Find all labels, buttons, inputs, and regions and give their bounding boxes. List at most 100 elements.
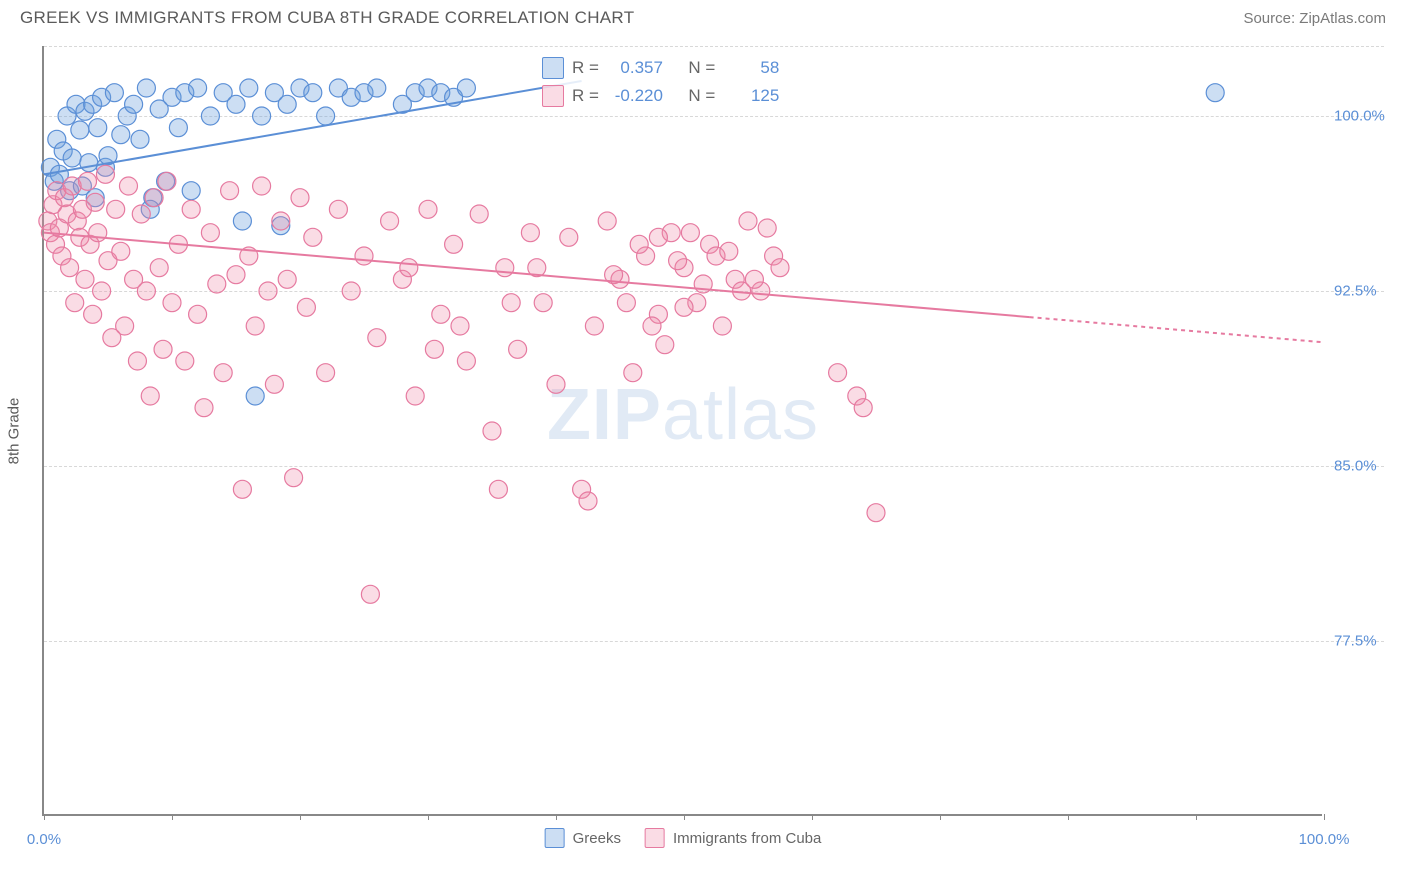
y-tick-label: 100.0% <box>1334 108 1385 125</box>
scatter-point <box>534 294 552 312</box>
scatter-point <box>624 364 642 382</box>
scatter-point <box>208 275 226 293</box>
scatter-point <box>496 259 514 277</box>
stats-row-cuba: R = -0.220 N = 125 <box>542 82 779 110</box>
scatter-point <box>132 205 150 223</box>
scatter-point <box>547 375 565 393</box>
x-tick <box>428 814 429 820</box>
chart-title: GREEK VS IMMIGRANTS FROM CUBA 8TH GRADE … <box>20 8 634 28</box>
scatter-point <box>342 282 360 300</box>
scatter-point <box>227 95 245 113</box>
scatter-point <box>643 317 661 335</box>
scatter-plot-svg <box>44 46 1324 816</box>
scatter-point <box>66 294 84 312</box>
scatter-point <box>107 200 125 218</box>
scatter-point <box>291 189 309 207</box>
scatter-point <box>406 387 424 405</box>
scatter-point <box>128 352 146 370</box>
scatter-point <box>400 259 418 277</box>
stats-row-greeks: R = 0.357 N = 58 <box>542 54 779 82</box>
y-axis-label: 8th Grade <box>6 398 23 465</box>
x-tick <box>812 814 813 820</box>
x-tick <box>300 814 301 820</box>
scatter-point <box>579 492 597 510</box>
scatter-point <box>105 84 123 102</box>
scatter-point <box>361 585 379 603</box>
x-tick <box>1068 814 1069 820</box>
scatter-point <box>432 305 450 323</box>
scatter-point <box>76 270 94 288</box>
scatter-point <box>381 212 399 230</box>
scatter-point <box>867 504 885 522</box>
scatter-point <box>182 182 200 200</box>
scatter-point <box>521 224 539 242</box>
scatter-point <box>89 224 107 242</box>
y-tick-label: 92.5% <box>1334 283 1377 300</box>
scatter-point <box>80 154 98 172</box>
x-tick <box>1324 814 1325 820</box>
scatter-point <box>158 172 176 190</box>
chart-source: Source: ZipAtlas.com <box>1243 10 1386 27</box>
scatter-point <box>489 480 507 498</box>
x-tick <box>172 814 173 820</box>
scatter-point <box>675 298 693 316</box>
scatter-point <box>84 305 102 323</box>
scatter-point <box>278 270 296 288</box>
scatter-point <box>265 375 283 393</box>
scatter-point <box>509 340 527 358</box>
scatter-point <box>457 352 475 370</box>
stats-swatch-cuba <box>542 85 564 107</box>
scatter-point <box>368 329 386 347</box>
scatter-point <box>253 107 271 125</box>
scatter-point <box>112 126 130 144</box>
scatter-point <box>141 387 159 405</box>
scatter-point <box>125 95 143 113</box>
scatter-point <box>272 212 290 230</box>
scatter-point <box>681 224 699 242</box>
scatter-point <box>163 294 181 312</box>
stats-swatch-greeks <box>542 57 564 79</box>
scatter-point <box>112 242 130 260</box>
scatter-point <box>233 480 251 498</box>
scatter-point <box>304 84 322 102</box>
legend-label-cuba: Immigrants from Cuba <box>673 830 821 847</box>
scatter-point <box>137 79 155 97</box>
scatter-point <box>598 212 616 230</box>
scatter-point <box>221 182 239 200</box>
scatter-point <box>137 282 155 300</box>
scatter-point <box>79 172 97 190</box>
scatter-point <box>419 200 437 218</box>
scatter-point <box>368 79 386 97</box>
scatter-point <box>154 340 172 358</box>
scatter-point <box>246 387 264 405</box>
scatter-point <box>227 266 245 284</box>
scatter-point <box>119 177 137 195</box>
scatter-point <box>201 224 219 242</box>
scatter-point <box>131 130 149 148</box>
scatter-point <box>240 79 258 97</box>
scatter-point <box>649 228 667 246</box>
scatter-point <box>253 177 271 195</box>
scatter-point <box>259 282 277 300</box>
legend-swatch-greeks <box>545 828 565 848</box>
chart-container: ZIPatlas R = 0.357 N = 58 R = -0.220 N =… <box>42 46 1322 816</box>
scatter-point <box>189 79 207 97</box>
scatter-point <box>669 252 687 270</box>
scatter-point <box>617 294 635 312</box>
x-tick <box>44 814 45 820</box>
scatter-point <box>145 189 163 207</box>
correlation-stats-box: R = 0.357 N = 58 R = -0.220 N = 125 <box>542 54 779 110</box>
scatter-point <box>829 364 847 382</box>
scatter-point <box>169 119 187 137</box>
x-tick-label: 0.0% <box>27 831 61 848</box>
scatter-point <box>182 200 200 218</box>
scatter-point <box>317 107 335 125</box>
legend-item-cuba: Immigrants from Cuba <box>645 828 821 848</box>
legend-item-greeks: Greeks <box>545 828 621 848</box>
scatter-point <box>233 212 251 230</box>
scatter-point <box>713 317 731 335</box>
chart-header: GREEK VS IMMIGRANTS FROM CUBA 8TH GRADE … <box>0 0 1406 32</box>
legend-swatch-cuba <box>645 828 665 848</box>
scatter-point <box>445 235 463 253</box>
scatter-point <box>502 294 520 312</box>
